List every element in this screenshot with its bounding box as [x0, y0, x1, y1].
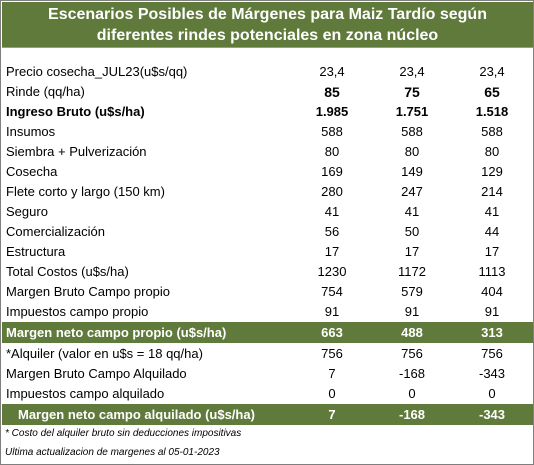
value-rinde-65: 17: [484, 244, 500, 259]
value-rinde-85: 754: [321, 284, 343, 299]
row-label: Precio cosecha_JUL23(u$s/qq): [6, 64, 188, 79]
value-rinde-85: 756: [321, 346, 343, 361]
row-insumos: Insumos 588 588 588: [2, 122, 533, 142]
row-alquiler: *Alquiler (valor en u$s = 18 qq/ha) 756 …: [2, 344, 533, 364]
value-rinde-65: 1.518: [475, 104, 509, 119]
value-rinde-75: 17: [404, 244, 420, 259]
value-rinde-65: 1113: [478, 264, 506, 279]
value-rinde-85: 7: [328, 407, 336, 422]
row-margen-bruto-alquilado: Margen Bruto Campo Alquilado 7 -168 -343: [2, 364, 533, 384]
row-label: Total Costos (u$s/ha): [6, 264, 129, 279]
row-seguro: Seguro 41 41 41: [2, 202, 533, 222]
value-rinde-65: 588: [481, 124, 503, 139]
value-rinde-65: 91: [484, 304, 500, 319]
title-separator: [2, 47, 533, 48]
value-rinde-75: 80: [404, 144, 420, 159]
row-rinde: Rinde (qq/ha) 85 75 65: [2, 82, 533, 102]
value-rinde-85: 169: [321, 164, 343, 179]
row-impuestos-propio: Impuestos campo propio 91 91 91: [2, 302, 533, 322]
row-label: Estructura: [6, 244, 66, 259]
value-rinde-75: 149: [401, 164, 423, 179]
value-rinde-85: 280: [321, 184, 343, 199]
value-rinde-85: 91: [324, 304, 340, 319]
value-rinde-75: 91: [404, 304, 420, 319]
row-flete: Flete corto y largo (150 km) 280 247 214: [2, 182, 533, 202]
value-rinde-85: 1.985: [315, 104, 349, 119]
value-rinde-75: 0: [408, 386, 416, 401]
value-rinde-65: 23,4: [479, 64, 505, 79]
row-impuestos-alquilado: Impuestos campo alquilado 0 0 0: [2, 384, 533, 404]
row-total-costos: Total Costos (u$s/ha) 1230 1172 1113: [2, 262, 533, 282]
title-line-2: diferentes rindes potenciales en zona nú…: [96, 27, 439, 44]
row-ingreso-bruto: Ingreso Bruto (u$s/ha) 1.985 1.751 1.518: [2, 102, 533, 122]
value-rinde-85: 1230: [317, 264, 347, 279]
value-rinde-75: 488: [401, 325, 423, 340]
value-rinde-65: 80: [484, 144, 500, 159]
row-margen-neto-alquilado: Margen neto campo alquilado (u$s/ha) 7 -…: [2, 404, 533, 425]
value-rinde-65: 214: [481, 184, 503, 199]
value-rinde-85: 17: [324, 244, 340, 259]
row-label: *Alquiler (valor en u$s = 18 qq/ha): [6, 346, 203, 361]
row-margen-bruto-propio: Margen Bruto Campo propio 754 579 404: [2, 282, 533, 302]
value-rinde-85: 23,4: [319, 64, 345, 79]
value-rinde-65: 313: [481, 325, 503, 340]
row-label: Ingreso Bruto (u$s/ha): [6, 104, 145, 119]
value-rinde-85: 56: [324, 224, 340, 239]
value-rinde-75: 23,4: [399, 64, 425, 79]
row-label: Cosecha: [6, 164, 58, 179]
row-label: Impuestos campo alquilado: [6, 386, 165, 401]
row-label: Rinde (qq/ha): [6, 84, 85, 99]
value-rinde-65: 756: [481, 346, 503, 361]
value-rinde-75: 75: [404, 84, 420, 100]
table-title: Escenarios Posibles de Márgenes para Mai…: [2, 2, 533, 47]
row-label: Margen neto campo propio (u$s/ha): [6, 325, 227, 340]
row-cosecha: Cosecha 169 149 129: [2, 162, 533, 182]
row-label: Flete corto y largo (150 km): [6, 184, 165, 199]
value-rinde-75: 1172: [398, 264, 426, 279]
value-rinde-65: 44: [484, 224, 500, 239]
value-rinde-65: 129: [481, 164, 503, 179]
value-rinde-65: 0: [488, 386, 496, 401]
value-rinde-85: 41: [324, 204, 340, 219]
value-rinde-65: -343: [478, 407, 506, 422]
value-rinde-85: 0: [328, 386, 336, 401]
value-rinde-75: -168: [398, 366, 426, 381]
value-rinde-85: 80: [324, 144, 340, 159]
value-rinde-65: 65: [484, 84, 500, 100]
footnote-alquiler: * Costo del alquiler bruto sin deduccion…: [5, 428, 242, 439]
value-rinde-65: 41: [484, 204, 500, 219]
row-label: Margen Bruto Campo Alquilado: [6, 366, 187, 381]
row-estructura: Estructura 17 17 17: [2, 242, 533, 262]
value-rinde-75: -168: [398, 407, 426, 422]
value-rinde-65: -343: [478, 366, 506, 381]
value-rinde-75: 588: [401, 124, 423, 139]
value-rinde-75: 1.751: [395, 104, 429, 119]
value-rinde-85: 588: [321, 124, 343, 139]
row-label: Comercialización: [6, 224, 105, 239]
value-rinde-75: 756: [401, 346, 423, 361]
row-label: Siembra + Pulverización: [6, 144, 147, 159]
value-rinde-85: 85: [324, 84, 340, 100]
row-precio-cosecha: Precio cosecha_JUL23(u$s/qq) 23,4 23,4 2…: [2, 62, 533, 82]
value-rinde-65: 404: [481, 284, 503, 299]
value-rinde-85: 663: [321, 325, 343, 340]
value-rinde-75: 247: [401, 184, 423, 199]
row-label: Insumos: [6, 124, 56, 139]
title-line-1: Escenarios Posibles de Márgenes para Mai…: [48, 6, 487, 23]
footnote-update-date: Ultima actualizacion de margenes al 05-0…: [5, 447, 220, 458]
row-comercializacion: Comercialización 56 50 44: [2, 222, 533, 242]
value-rinde-75: 41: [404, 204, 420, 219]
row-label: Seguro: [6, 204, 48, 219]
row-margen-neto-propio: Margen neto campo propio (u$s/ha) 663 48…: [2, 322, 533, 343]
row-label: Margen neto campo alquilado (u$s/ha): [18, 407, 255, 422]
row-siembra-pulverizacion: Siembra + Pulverización 80 80 80: [2, 142, 533, 162]
value-rinde-75: 579: [401, 284, 423, 299]
row-label: Impuestos campo propio: [6, 304, 149, 319]
value-rinde-75: 50: [404, 224, 420, 239]
value-rinde-85: 7: [328, 366, 336, 381]
row-label: Margen Bruto Campo propio: [6, 284, 171, 299]
